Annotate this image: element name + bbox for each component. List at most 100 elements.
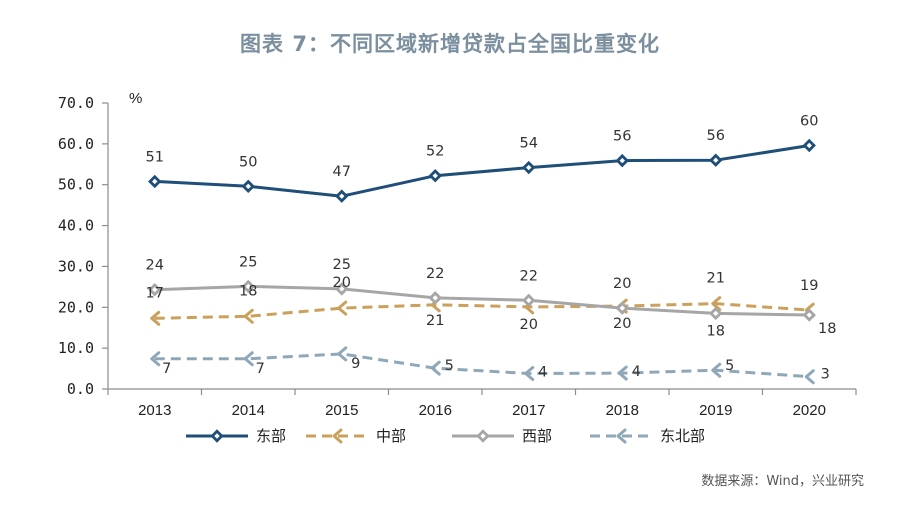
data-label: 19 bbox=[800, 278, 818, 294]
data-point-center bbox=[526, 297, 532, 304]
data-point bbox=[337, 346, 348, 362]
y-tick-label: 0.0 bbox=[67, 380, 94, 398]
data-label: 56 bbox=[613, 129, 631, 145]
data-label: 20 bbox=[520, 317, 538, 333]
data-label: 20 bbox=[613, 276, 631, 292]
data-label: 7 bbox=[256, 361, 265, 377]
data-label: 54 bbox=[520, 136, 538, 152]
data-point bbox=[243, 308, 254, 324]
y-tick-label: 30.0 bbox=[58, 257, 94, 275]
data-point-center bbox=[619, 157, 625, 164]
series-东北部 bbox=[150, 346, 815, 385]
data-point bbox=[524, 365, 535, 381]
data-point-center bbox=[432, 295, 438, 301]
data-label: 18 bbox=[818, 321, 836, 337]
data-point bbox=[337, 300, 348, 316]
data-label: 7 bbox=[162, 361, 171, 377]
y-tick-label: 20.0 bbox=[58, 298, 94, 316]
y-tick-label: 70.0 bbox=[58, 94, 94, 112]
data-point bbox=[243, 351, 254, 367]
x-tick-label: 2015 bbox=[325, 402, 358, 419]
x-tick-label: 2020 bbox=[793, 402, 826, 419]
x-tick-label: 2013 bbox=[138, 402, 171, 419]
data-point-center bbox=[245, 283, 251, 290]
data-point-center bbox=[806, 142, 812, 149]
y-tick-label: 40.0 bbox=[58, 217, 94, 235]
legend-label: 中部 bbox=[376, 427, 406, 445]
data-point bbox=[617, 365, 628, 381]
data-label: 5 bbox=[725, 358, 734, 374]
x-tick-label: 2018 bbox=[606, 402, 639, 419]
data-label: 25 bbox=[333, 257, 351, 273]
legend-marker bbox=[332, 428, 343, 444]
data-point-center bbox=[432, 173, 438, 179]
legend-item-东部: 东部 bbox=[186, 427, 286, 445]
data-label: 47 bbox=[333, 164, 351, 180]
chart-title: 图表 7：不同区域新增贷款占全国比重变化 bbox=[240, 32, 660, 56]
data-label: 51 bbox=[146, 149, 164, 165]
series-line bbox=[154, 284, 810, 317]
data-point bbox=[430, 360, 441, 376]
data-label: 21 bbox=[707, 271, 725, 287]
y-tick-label: 10.0 bbox=[58, 339, 94, 357]
data-label: 4 bbox=[632, 364, 641, 380]
source-note: 数据来源：Wind，兴业研究 bbox=[701, 474, 864, 489]
data-point-center bbox=[806, 312, 812, 318]
legend-item-东北部: 东北部 bbox=[590, 427, 705, 445]
data-point bbox=[150, 351, 161, 367]
data-label: 56 bbox=[707, 128, 725, 144]
series-东部 bbox=[148, 138, 816, 203]
x-tick-label: 2016 bbox=[419, 402, 452, 419]
series-西部 bbox=[148, 279, 816, 322]
x-tick-label: 2014 bbox=[232, 402, 265, 419]
legend-marker bbox=[616, 428, 627, 444]
y-tick-label: 60.0 bbox=[58, 135, 94, 153]
data-label: 52 bbox=[426, 144, 444, 160]
legend-label: 东部 bbox=[256, 427, 286, 445]
data-point-center bbox=[339, 286, 345, 292]
data-label: 17 bbox=[146, 285, 164, 301]
legend-marker-center bbox=[480, 433, 486, 439]
data-label: 60 bbox=[800, 113, 818, 129]
series-line bbox=[154, 352, 810, 379]
data-label: 22 bbox=[520, 268, 538, 284]
data-point-center bbox=[152, 178, 158, 185]
data-point bbox=[711, 362, 722, 378]
x-tick-label: 2019 bbox=[699, 402, 732, 419]
series-lines bbox=[148, 138, 816, 385]
data-label: 3 bbox=[821, 367, 830, 383]
y-tick-label: 50.0 bbox=[58, 176, 94, 194]
data-point-center bbox=[713, 310, 719, 317]
data-point bbox=[150, 310, 161, 326]
data-point bbox=[711, 296, 722, 312]
legend: 东部 中部 西部 东北部 bbox=[186, 427, 705, 445]
data-point bbox=[804, 369, 815, 385]
data-label: 20 bbox=[613, 316, 631, 332]
data-label: 20 bbox=[333, 275, 351, 291]
data-label: 24 bbox=[146, 258, 164, 274]
series-line bbox=[154, 302, 810, 320]
data-point-center bbox=[152, 287, 158, 293]
x-tick-label: 2017 bbox=[512, 402, 545, 419]
data-point-center bbox=[713, 157, 719, 163]
data-label: 50 bbox=[239, 154, 257, 170]
data-label: 9 bbox=[351, 356, 360, 372]
data-label: 25 bbox=[239, 254, 257, 270]
axes: 0.0 10.0 20.0 30.0 40.0 50.0 60.0 70.0 % 2013 2014… bbox=[58, 90, 857, 419]
data-point-center bbox=[619, 305, 625, 311]
legend-label: 东北部 bbox=[660, 427, 705, 445]
data-label: 22 bbox=[426, 266, 444, 282]
data-label: 4 bbox=[538, 364, 547, 380]
data-point-center bbox=[526, 164, 532, 171]
data-label: 5 bbox=[445, 358, 454, 374]
y-unit-label: % bbox=[129, 90, 142, 107]
data-label: 18 bbox=[239, 283, 257, 299]
legend-item-西部: 西部 bbox=[452, 427, 552, 445]
data-point-center bbox=[339, 193, 345, 199]
legend-marker-center bbox=[214, 433, 220, 439]
data-point-center bbox=[245, 183, 251, 190]
series-line bbox=[154, 144, 810, 198]
data-label: 21 bbox=[426, 313, 444, 329]
